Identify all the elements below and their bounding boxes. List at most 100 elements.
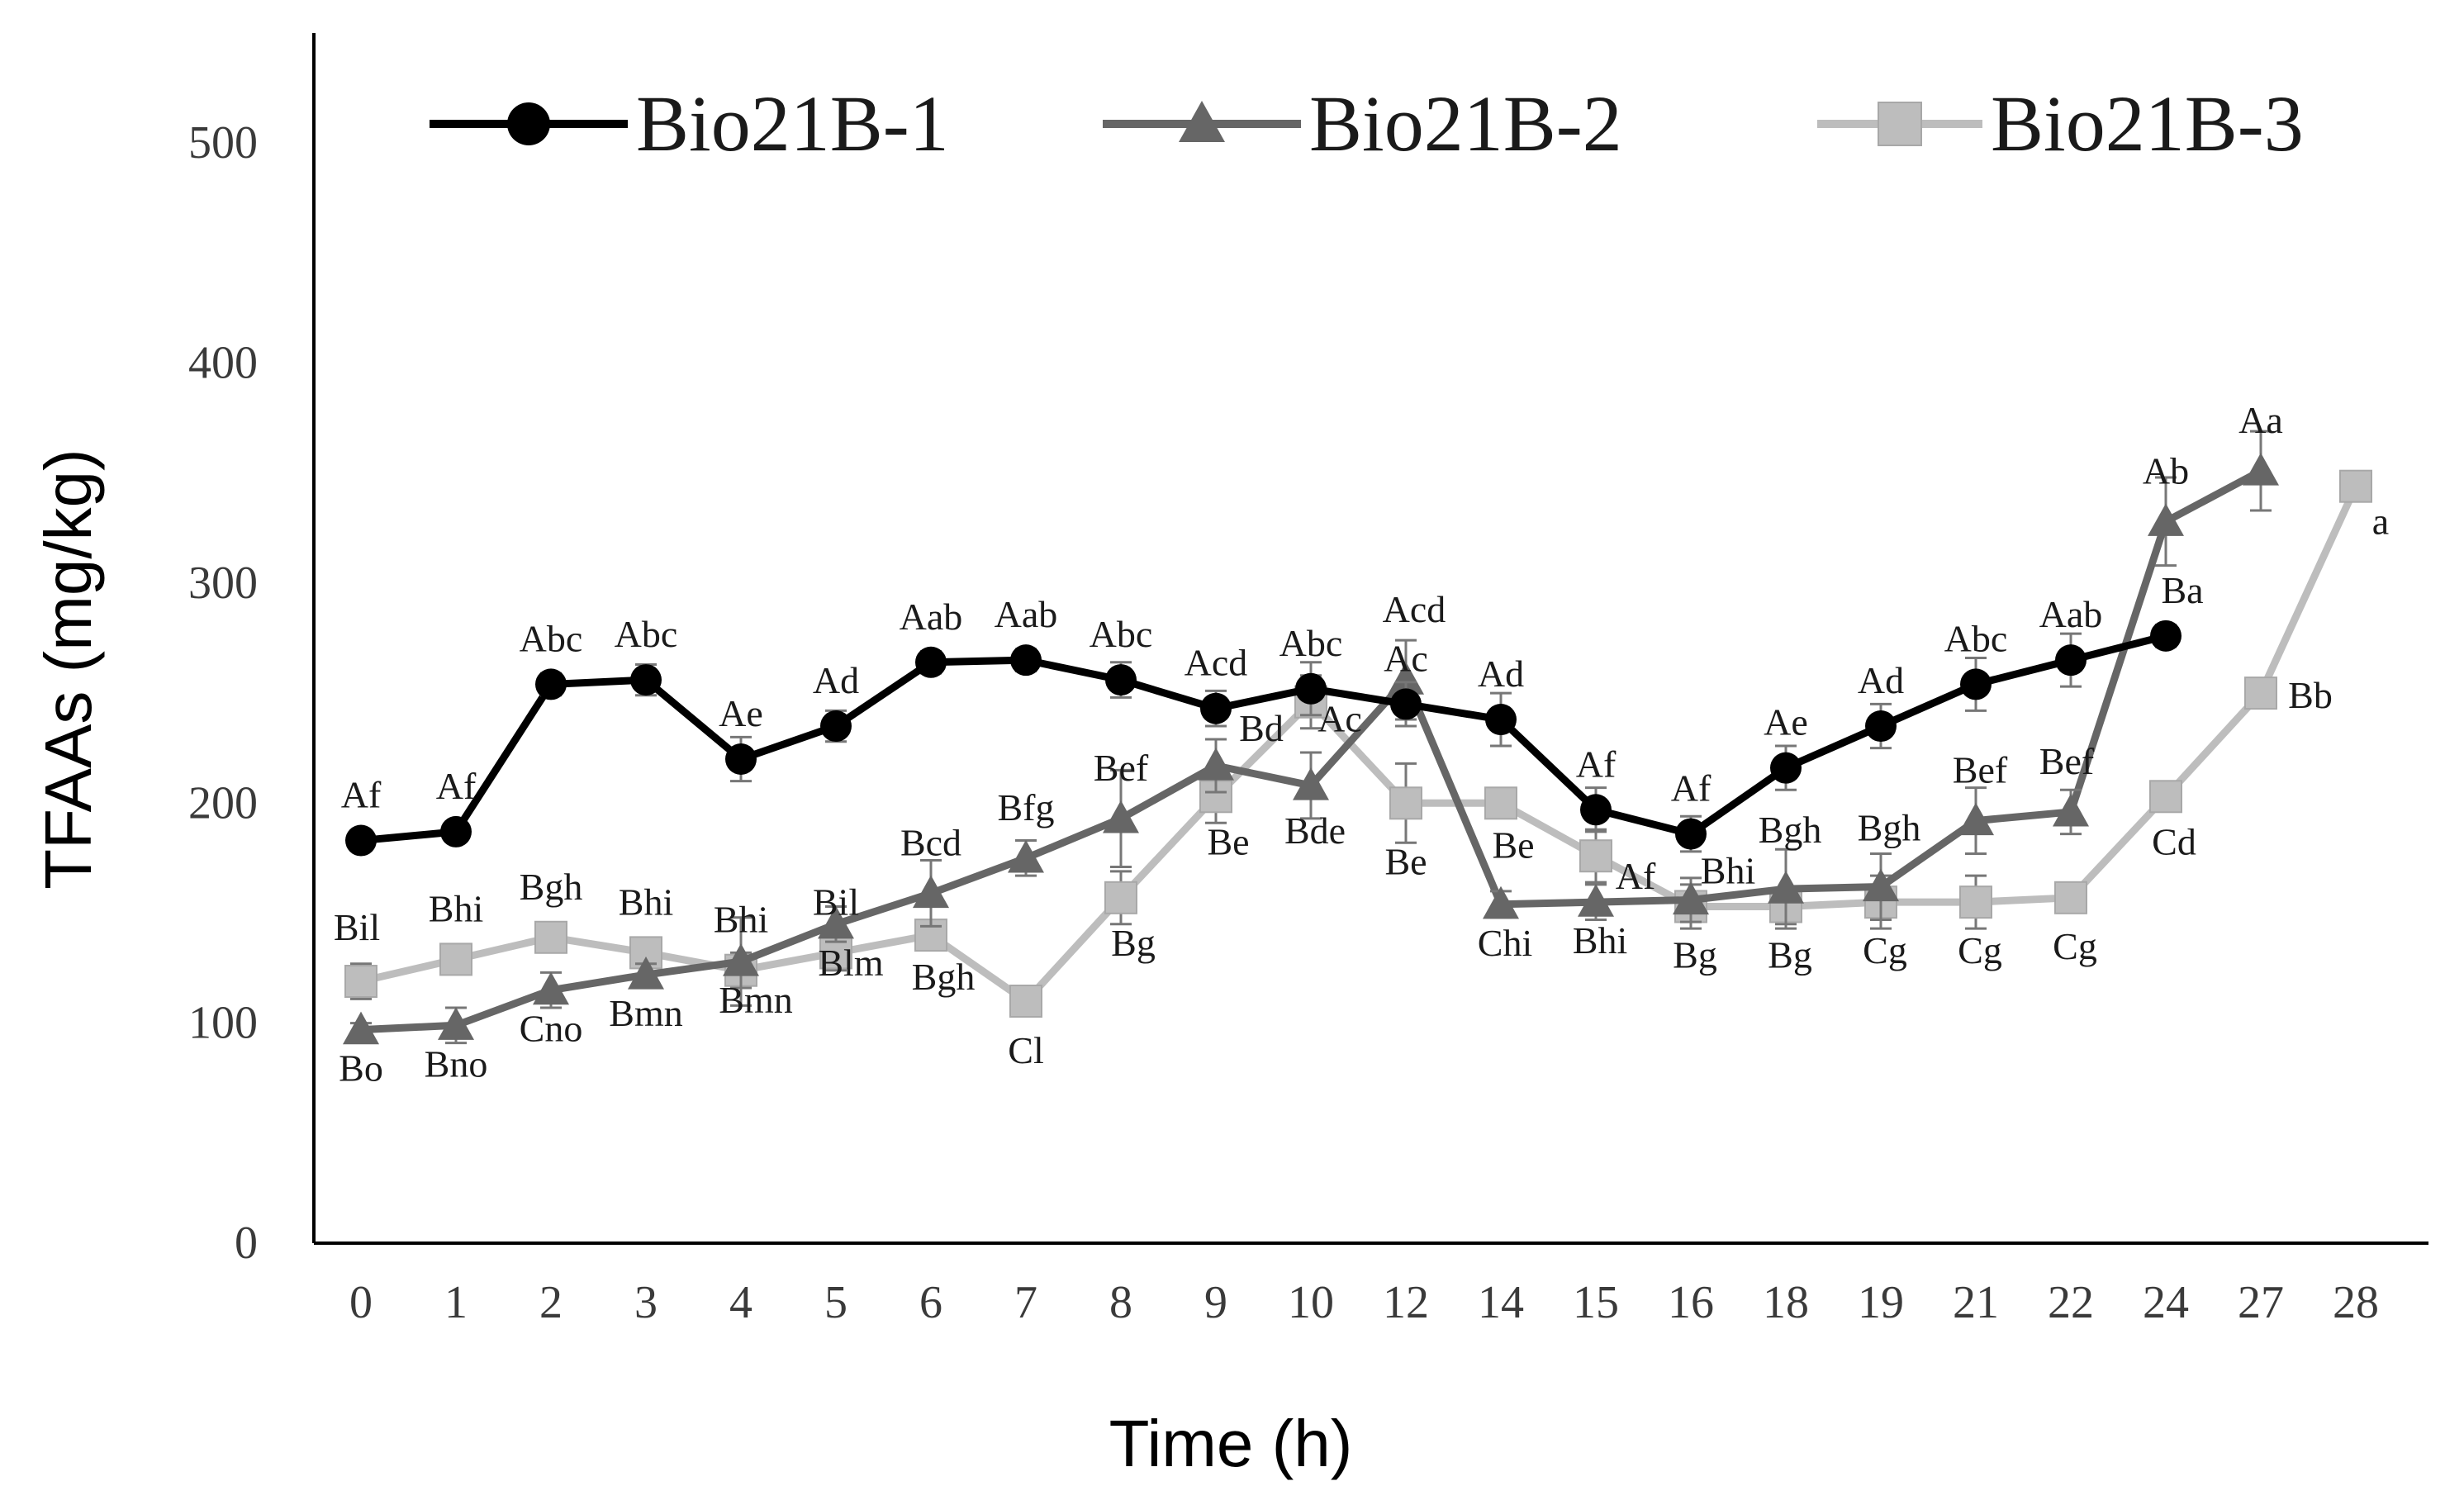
legend-label: Bio21B-2 bbox=[1309, 79, 1622, 168]
series-bio21b-2 bbox=[343, 430, 2279, 1045]
data-point bbox=[439, 942, 472, 976]
data-point bbox=[1295, 672, 1327, 705]
data-label: Ba bbox=[2161, 569, 2203, 611]
data-label: Bhi bbox=[1701, 849, 1755, 891]
x-tick-label: 2 bbox=[539, 1277, 563, 1328]
series-line bbox=[360, 632, 2167, 845]
x-tick-label: 9 bbox=[1204, 1277, 1227, 1328]
data-label: Be bbox=[1207, 820, 1249, 862]
y-tick-label: 500 bbox=[188, 117, 258, 169]
data-point bbox=[1293, 767, 1329, 800]
data-label: Bo bbox=[339, 1047, 383, 1090]
data-point bbox=[1579, 839, 1612, 873]
data-label: Cg bbox=[2053, 925, 2097, 967]
legend-marker bbox=[1179, 101, 1225, 142]
series-bio21b-1 bbox=[345, 620, 2182, 857]
data-label: Aab bbox=[995, 593, 1058, 635]
data-label: Bgh bbox=[1759, 809, 1822, 851]
data-label: Ac bbox=[1384, 637, 1428, 679]
data-label: Chi bbox=[1478, 922, 1532, 964]
data-point bbox=[1388, 662, 1424, 695]
data-point bbox=[534, 920, 567, 954]
data-label: Cg bbox=[1958, 929, 2002, 971]
x-tick-label: 3 bbox=[634, 1277, 658, 1328]
legend-label: Bio21B-3 bbox=[1991, 79, 2304, 168]
data-label: Bmn bbox=[719, 979, 792, 1021]
data-label: Ae bbox=[1764, 701, 1808, 743]
data-label: Aab bbox=[2039, 593, 2103, 635]
data-point bbox=[345, 824, 377, 857]
data-label: Abc bbox=[520, 617, 583, 659]
data-point bbox=[1008, 839, 1044, 873]
data-label: Bef bbox=[2039, 740, 2095, 782]
data-point bbox=[1768, 871, 1804, 904]
data-point bbox=[438, 1007, 474, 1040]
data-point bbox=[533, 971, 569, 1005]
x-tick-label: 18 bbox=[1763, 1277, 1809, 1328]
y-axis-title: TFAAs (mg/kg) bbox=[31, 449, 105, 889]
data-label: Bcd bbox=[900, 821, 961, 863]
data-label: a bbox=[2372, 501, 2389, 543]
data-label: Acd bbox=[1185, 642, 1248, 684]
x-tick-label: 1 bbox=[444, 1277, 468, 1328]
data-label: Bil bbox=[813, 881, 859, 923]
data-point bbox=[344, 965, 377, 999]
x-tick-label: 8 bbox=[1109, 1277, 1132, 1328]
series-line bbox=[359, 484, 2360, 1005]
data-label: Bhi bbox=[429, 887, 483, 929]
data-label: Bg bbox=[1111, 922, 1156, 964]
data-label-layer: Af Af Abc Abc Ae Ad Aab Aab Abc Acd Abc Ac Ad Af Af Ae A… bbox=[334, 399, 2389, 1090]
data-label: Bd bbox=[1239, 707, 1284, 749]
legend: Bio21B-1 Bio21B-2 Bio21B-3 bbox=[430, 79, 2304, 168]
data-label: Ac bbox=[1317, 698, 1362, 740]
x-tick-label: 28 bbox=[2333, 1277, 2379, 1328]
data-point bbox=[1578, 884, 1614, 917]
data-point bbox=[818, 905, 854, 939]
data-label: Bhi bbox=[714, 899, 768, 941]
data-label: Bhi bbox=[619, 881, 673, 923]
data-point bbox=[1389, 786, 1422, 820]
data-point bbox=[1959, 885, 1992, 919]
data-point bbox=[2148, 503, 2184, 536]
data-point bbox=[1104, 881, 1137, 914]
data-label: Ad bbox=[1478, 653, 1524, 695]
data-label: Ad bbox=[1858, 659, 1904, 701]
data-label: Cd bbox=[2152, 820, 2196, 862]
data-point bbox=[1485, 704, 1517, 736]
data-label: Af bbox=[1671, 767, 1712, 809]
data-point bbox=[630, 664, 662, 696]
y-tick-label: 200 bbox=[188, 777, 258, 828]
data-point bbox=[1770, 752, 1802, 784]
data-point bbox=[1390, 688, 1422, 720]
x-tick-label: 16 bbox=[1668, 1277, 1714, 1328]
data-label: Bef bbox=[1094, 747, 1149, 789]
data-point bbox=[535, 668, 567, 700]
data-point bbox=[1200, 692, 1232, 724]
x-tick-label: 0 bbox=[349, 1277, 373, 1328]
data-label: Be bbox=[1492, 824, 1534, 866]
x-tick-label: 12 bbox=[1383, 1277, 1429, 1328]
data-point bbox=[1009, 985, 1042, 1018]
series-layer bbox=[343, 430, 2372, 1045]
data-label: Abc bbox=[1279, 622, 1343, 664]
data-point bbox=[2053, 793, 2089, 827]
data-point bbox=[1580, 794, 1612, 826]
data-point bbox=[723, 943, 759, 976]
x-tick-label: 5 bbox=[824, 1277, 847, 1328]
data-label: Be bbox=[1384, 840, 1427, 882]
data-point bbox=[1958, 802, 1994, 836]
x-tick-label: 10 bbox=[1288, 1277, 1334, 1328]
x-tick-label: 4 bbox=[729, 1277, 752, 1328]
data-label: Ad bbox=[813, 659, 859, 701]
data-label: Ab bbox=[2143, 449, 2189, 491]
data-point bbox=[628, 957, 664, 990]
data-point bbox=[1673, 881, 1709, 915]
data-label: Bb bbox=[2288, 674, 2333, 716]
data-label: Cg bbox=[1863, 929, 1907, 971]
data-point bbox=[2054, 881, 2087, 914]
data-label: Abc bbox=[1944, 617, 2008, 659]
data-point bbox=[343, 1011, 379, 1045]
data-label: Aa bbox=[2238, 399, 2283, 441]
data-point bbox=[1863, 868, 1899, 902]
